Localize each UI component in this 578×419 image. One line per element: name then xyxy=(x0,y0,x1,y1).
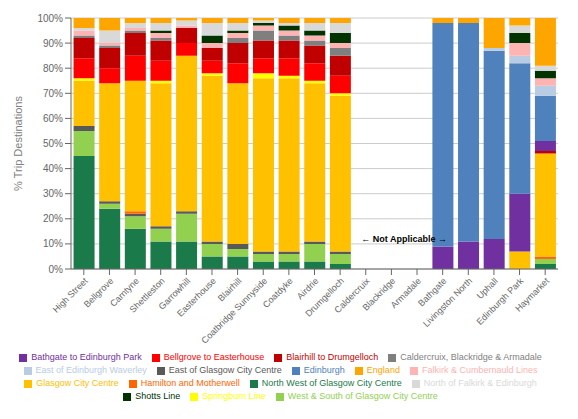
html-text:East of Edinburgh Waverley: East of Edinburgh Waverley xyxy=(35,365,147,375)
svg-text:20%: 20% xyxy=(43,213,63,224)
html-text:Edinburgh: Edinburgh xyxy=(303,365,345,375)
svg-text:High Street: High Street xyxy=(51,276,90,315)
svg-text:50%: 50% xyxy=(43,138,63,149)
html-text:Glasgow City Centre: Glasgow City Centre xyxy=(36,378,119,388)
svg-text:Uphall: Uphall xyxy=(474,275,500,301)
svg-text:30%: 30% xyxy=(43,188,63,199)
svg-text:Armadale: Armadale xyxy=(389,276,423,310)
svg-text:← Not Applicable →: ← Not Applicable → xyxy=(361,234,447,244)
svg-text:Carntyne: Carntyne xyxy=(108,275,141,309)
svg-text:Edinburgh Park: Edinburgh Park xyxy=(474,275,526,327)
html-text:Hamilton and Motherwell: Hamilton and Motherwell xyxy=(140,378,240,388)
html-text:Shotts Line: Shotts Line xyxy=(135,391,181,401)
html-text:Springburn Line: Springburn Line xyxy=(202,391,266,401)
svg-text:90%: 90% xyxy=(43,38,63,49)
html-text:West & South of Glasgow City C: West & South of Glasgow City Centre xyxy=(287,391,438,401)
svg-text:Livingston North: Livingston North xyxy=(421,276,474,329)
svg-text:Shettleston: Shettleston xyxy=(127,275,167,315)
svg-text:Coatdyke: Coatdyke xyxy=(261,276,295,310)
html-text:Falkirk & Cumbernauld Lines: Falkirk & Cumbernauld Lines xyxy=(421,365,538,375)
svg-text:Blackridge: Blackridge xyxy=(360,275,398,313)
svg-text:Caldercruix: Caldercruix xyxy=(332,275,372,316)
html-text:Bathgate to Edinburgh Park: Bathgate to Edinburgh Park xyxy=(31,352,142,362)
html-text:North of Falkirk & Edinburgh: North of Falkirk & Edinburgh xyxy=(423,378,537,388)
svg-text:% Trip Destinations: % Trip Destinations xyxy=(12,96,24,191)
svg-text:40%: 40% xyxy=(43,163,63,174)
svg-text:0%: 0% xyxy=(49,264,64,275)
html-text:Bellgrove to Easterhouse: Bellgrove to Easterhouse xyxy=(163,352,265,362)
svg-text:Garrowhill: Garrowhill xyxy=(156,275,193,312)
svg-text:Drumgelloch: Drumgelloch xyxy=(303,275,347,319)
svg-text:60%: 60% xyxy=(43,113,63,124)
html-text:Blairhill to Drumgelloch: Blairhill to Drumgelloch xyxy=(286,352,379,362)
svg-text:Blairhill: Blairhill xyxy=(215,275,244,304)
svg-text:Bathgate: Bathgate xyxy=(416,275,449,309)
svg-text:100%: 100% xyxy=(37,13,63,24)
svg-text:70%: 70% xyxy=(43,88,63,99)
svg-text:Airdrie: Airdrie xyxy=(295,275,321,302)
svg-text:80%: 80% xyxy=(43,63,63,74)
html-text:East of Glasgow City Centre: East of Glasgow City Centre xyxy=(168,365,282,375)
svg-text:Coatbridge Sunnyside: Coatbridge Sunnyside xyxy=(199,276,269,346)
svg-text:Bellgrove: Bellgrove xyxy=(81,275,116,310)
svg-text:Easterhouse: Easterhouse xyxy=(175,276,218,319)
html-text:Caldercruix, Blackridge & Arma: Caldercruix, Blackridge & Armadale xyxy=(400,352,542,362)
svg-text:10%: 10% xyxy=(43,238,63,249)
html-text:England: England xyxy=(366,365,400,375)
html-text:North West of Glasgow City Cen: North West of Glasgow City Centre xyxy=(261,378,402,388)
svg-text:Haymarket: Haymarket xyxy=(513,276,551,314)
